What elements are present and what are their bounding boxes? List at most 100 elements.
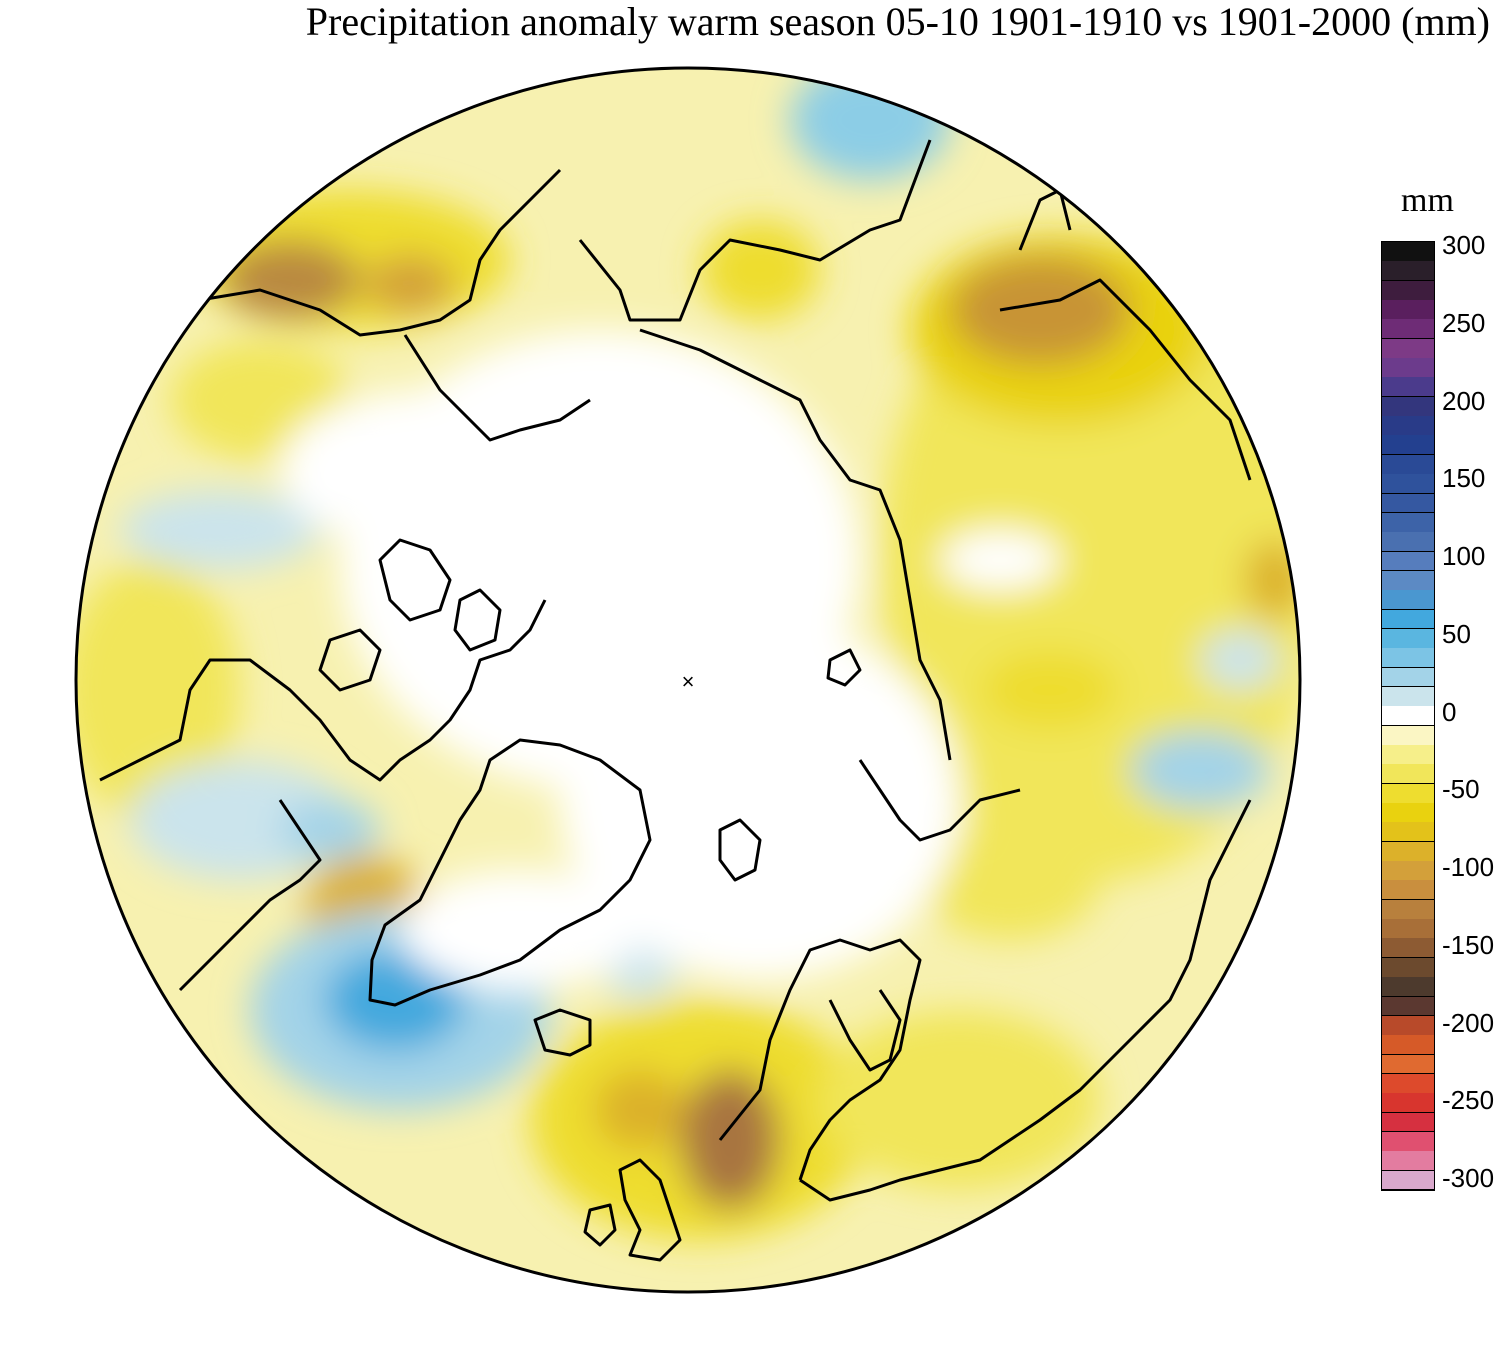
legend-tick-label: -150 — [1442, 929, 1495, 960]
legend-swatch — [1382, 1054, 1434, 1075]
coastlines — [99, 139, 1252, 1262]
legend-swatch — [1382, 1073, 1434, 1094]
legend-swatch — [1382, 570, 1434, 591]
legend-swatch — [1382, 1131, 1434, 1152]
anomaly-zone — [820, 1010, 1100, 1190]
coastline-britain — [618, 1158, 682, 1262]
anomaly-zone — [680, 1070, 780, 1210]
legend-swatch — [1382, 1015, 1434, 1036]
legend-swatch — [1382, 1151, 1434, 1172]
legend-swatch — [1382, 803, 1434, 823]
legend-swatch — [1382, 416, 1434, 436]
anomaly-zone — [280, 390, 580, 550]
anomaly-zone — [1200, 630, 1280, 690]
legend-swatch — [1382, 783, 1434, 804]
legend-swatch — [1382, 725, 1434, 746]
legend-swatch — [1382, 377, 1434, 398]
legend-swatch — [1382, 996, 1434, 1017]
coastline-greenland — [368, 738, 652, 1007]
legend-swatch — [1382, 532, 1434, 553]
legend-swatch — [1382, 300, 1434, 320]
legend-unit: mm — [1401, 182, 1454, 219]
map-title: Precipitation anomaly warm season 05-10 … — [305, 0, 1490, 44]
legend-swatch — [1382, 1170, 1434, 1191]
legend-swatch — [1382, 667, 1434, 688]
coastline-siberia-east — [999, 278, 1252, 481]
anomaly-zone — [1130, 730, 1270, 810]
legend-swatch — [1382, 686, 1434, 707]
legend-tick-label: 0 — [1442, 696, 1457, 727]
coastline-chukotka — [578, 139, 932, 322]
legend-swatch — [1382, 435, 1434, 456]
legend-tick-label: 200 — [1442, 385, 1486, 416]
legend-swatch — [1382, 861, 1434, 881]
coastline-svalbard — [826, 648, 862, 687]
legend-swatch — [1382, 628, 1434, 649]
anomaly-zone — [325, 950, 465, 1050]
legend-tick-label: -200 — [1442, 1007, 1495, 1038]
coastline-kamchatka — [1018, 188, 1072, 251]
legend-swatch — [1382, 1112, 1434, 1133]
coastline-baltic — [828, 989, 902, 1072]
coastline-novaya-zemlya — [718, 818, 762, 882]
legend-swatch — [1382, 474, 1434, 494]
anomaly-zone — [365, 255, 455, 315]
legend-tick-label: -250 — [1442, 1085, 1495, 1116]
legend-tick-label: 50 — [1442, 618, 1471, 649]
legend-tick-label: 100 — [1442, 541, 1486, 571]
coastline-canada — [99, 599, 547, 782]
coastline-europe — [799, 799, 1252, 1202]
coastline-archipelago — [318, 628, 382, 692]
legend-swatch — [1382, 319, 1434, 340]
legend-swatch — [1382, 706, 1434, 727]
anomaly-zone — [950, 255, 1130, 365]
legend-tick-label: 150 — [1442, 463, 1486, 494]
legend-swatch — [1382, 1035, 1434, 1056]
anomaly-zone — [120, 490, 320, 570]
legend-swatch — [1382, 745, 1434, 765]
legend-swatch — [1382, 242, 1434, 262]
legend-tick-label: 300 — [1442, 230, 1486, 260]
legend-swatch — [1382, 358, 1434, 378]
legend-swatch — [1382, 957, 1434, 978]
legend-swatch — [1382, 648, 1434, 669]
legend-swatch — [1382, 841, 1434, 862]
legend-swatch — [1382, 493, 1434, 514]
legend-swatch — [1382, 764, 1434, 785]
legend-swatch — [1382, 396, 1434, 417]
legend-swatch — [1382, 880, 1434, 901]
anomaly-zone — [920, 820, 1100, 940]
legend-tick-label: -100 — [1442, 852, 1495, 882]
anomaly-zone — [980, 650, 1120, 730]
legend-swatch — [1382, 512, 1434, 533]
anomaly-zone — [700, 220, 820, 320]
legend-swatch — [1382, 919, 1434, 939]
legend-swatch — [1382, 551, 1434, 572]
legend-swatch — [1382, 899, 1434, 920]
legend-swatch — [1382, 1093, 1434, 1114]
legend-swatch — [1382, 822, 1434, 843]
anomaly-zone — [940, 530, 1060, 590]
map-boundary-circle — [74, 66, 1302, 1294]
legend-swatch — [1382, 590, 1434, 611]
legend-swatch — [1382, 609, 1434, 630]
coastline-iceland — [533, 1008, 592, 1057]
coastline-scandinavia — [718, 938, 922, 1181]
anomaly-zone — [280, 800, 380, 860]
coastline-siberia — [639, 328, 952, 761]
legend-swatch — [1382, 338, 1434, 359]
legend-swatch — [1382, 280, 1434, 301]
legend-colorbar — [1381, 241, 1435, 1191]
polar-map: × — [74, 66, 1302, 1294]
legend-swatch — [1382, 938, 1434, 959]
legend-tick-label: -50 — [1442, 774, 1480, 805]
anomaly-zone — [595, 1070, 685, 1150]
coastline-alaska-canada — [403, 334, 591, 442]
anomaly-zone — [560, 620, 960, 980]
legend-tick-label: -300 — [1442, 1163, 1495, 1193]
legend-swatch — [1382, 454, 1434, 475]
coastline-taymyr — [858, 759, 1021, 842]
legend-swatch — [1382, 261, 1434, 282]
anomaly-zone — [400, 870, 640, 990]
anomaly-zone — [76, 560, 240, 820]
